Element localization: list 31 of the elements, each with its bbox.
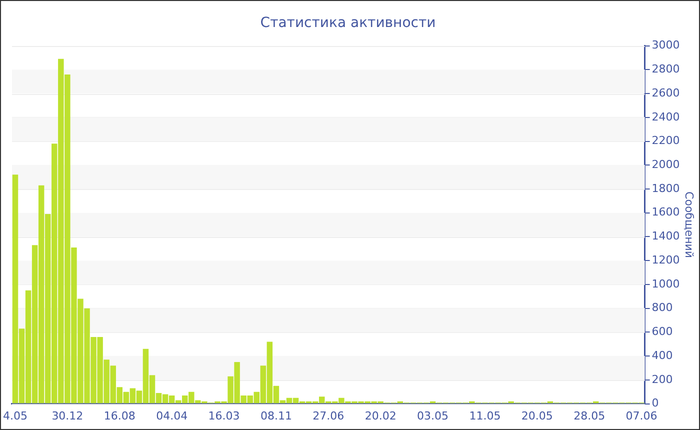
x-tick-label: 27.06	[312, 409, 344, 422]
x-tick-label: 08.11	[260, 409, 292, 422]
y-tick-label: 2800	[652, 62, 680, 76]
x-tick-label: 11.05	[469, 409, 501, 422]
y-tick-label: 3000	[652, 38, 680, 52]
y-tick-label: 2000	[652, 158, 680, 171]
y-tick-label: 1400	[652, 230, 680, 243]
chart-title: Статистика активности	[260, 15, 436, 32]
x-tick-label: 4.05	[2, 409, 28, 422]
y-axis-title: Сообщений	[682, 192, 696, 258]
y-tick-label: 400	[652, 348, 673, 362]
x-tick-label: 20.05	[521, 409, 553, 422]
x-tick-label: 03.05	[417, 409, 449, 422]
y-tick-label: 2400	[652, 110, 680, 124]
x-tick-label: 30.12	[52, 409, 84, 422]
y-tick-label: 2200	[652, 134, 680, 148]
y-tick-label: 800	[652, 301, 673, 314]
x-tick-label: 16.03	[208, 409, 240, 422]
y-tick-label: 1000	[652, 277, 680, 290]
x-tick-label: 16.08	[104, 409, 136, 422]
y-tick-label: 0	[652, 396, 659, 410]
y-tick-label: 1800	[652, 182, 680, 195]
y-tick-label: 2600	[652, 86, 680, 100]
y-tick-label: 1200	[652, 253, 680, 266]
y-tick-label: 200	[652, 372, 673, 386]
y-tick-label: 600	[652, 325, 673, 338]
x-tick-label: 04.04	[156, 409, 188, 422]
y-tick-label: 1600	[652, 206, 680, 219]
x-tick-label: 28.05	[574, 409, 606, 422]
x-tick-label: 07.06	[626, 409, 658, 422]
x-tick-label: 20.02	[364, 409, 396, 422]
